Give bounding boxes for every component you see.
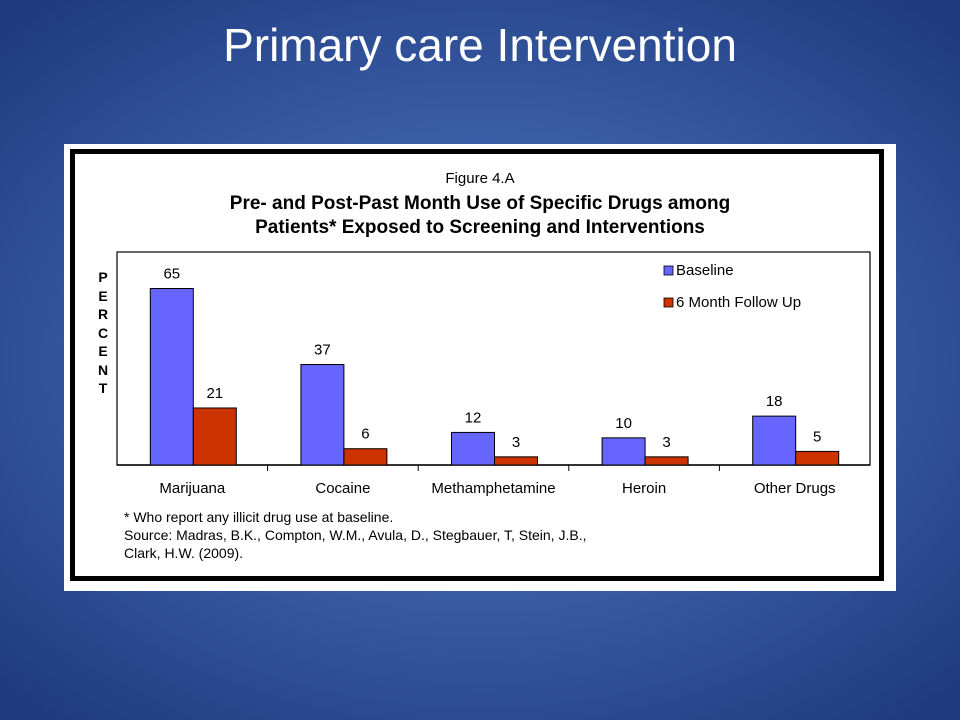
source-line-2: Clark, H.W. (2009). <box>124 545 244 561</box>
followup-value-label: 6 <box>361 426 369 443</box>
y-axis-label: PERCENT <box>97 269 109 396</box>
followup-bar-methamphetamine <box>494 456 538 466</box>
baseline-bar-other-drugs <box>752 415 797 466</box>
baseline-value-label: 12 <box>465 409 482 426</box>
followup-bar-heroin <box>644 456 689 466</box>
followup-bar-other-drugs <box>795 450 840 466</box>
followup-value-label: 5 <box>813 428 821 445</box>
baseline-bar-heroin <box>601 437 646 466</box>
figure-title: Pre- and Post-Past Month Use of Specific… <box>64 192 896 240</box>
baseline-value-label: 37 <box>314 342 331 359</box>
category-label: Marijuana <box>159 480 226 497</box>
legend-swatch-followup <box>663 297 674 308</box>
followup-bar-marijuana <box>192 407 237 466</box>
slide-title: Primary care Intervention <box>223 19 737 71</box>
followup-value-label: 21 <box>206 385 223 402</box>
figure-title-line-2: Patients* Exposed to Screening and Inter… <box>255 217 705 238</box>
category-label: Other Drugs <box>754 480 836 497</box>
footnote-text: * Who report any illicit drug use at bas… <box>124 509 394 525</box>
category-label: Heroin <box>622 480 666 497</box>
legend-label-followup: 6 Month Follow Up <box>676 294 801 311</box>
baseline-value-label: 18 <box>766 393 783 410</box>
category-label: Cocaine <box>315 480 370 497</box>
baseline-value-label: 10 <box>615 415 632 432</box>
legend-swatch-baseline <box>663 265 674 276</box>
figure-number: Figure 4.A <box>445 170 515 187</box>
baseline-bar-methamphetamine <box>451 431 495 466</box>
followup-value-label: 3 <box>662 434 670 451</box>
source-line-1: Source: Madras, B.K., Compton, W.M., Avu… <box>124 527 587 543</box>
baseline-bar-marijuana <box>149 288 194 466</box>
followup-value-label: 3 <box>512 434 520 451</box>
baseline-bar-cocaine <box>300 364 345 466</box>
figure-frame <box>70 149 884 581</box>
figure-footnote: * Who report any illicit drug use at bas… <box>124 508 864 562</box>
figure-panel: Figure 4.A Pre- and Post-Past Month Use … <box>64 144 896 591</box>
figure-title-line-1: Pre- and Post-Past Month Use of Specific… <box>229 193 731 214</box>
baseline-value-label: 65 <box>163 266 180 283</box>
bar-chart: 65 21 Marijuana 37 6 Cocaine 12 3 Methamphetamin… <box>116 251 871 497</box>
category-label: Methamphetamine <box>431 480 555 497</box>
legend-label-baseline: Baseline <box>676 262 734 279</box>
followup-bar-cocaine <box>343 448 388 466</box>
